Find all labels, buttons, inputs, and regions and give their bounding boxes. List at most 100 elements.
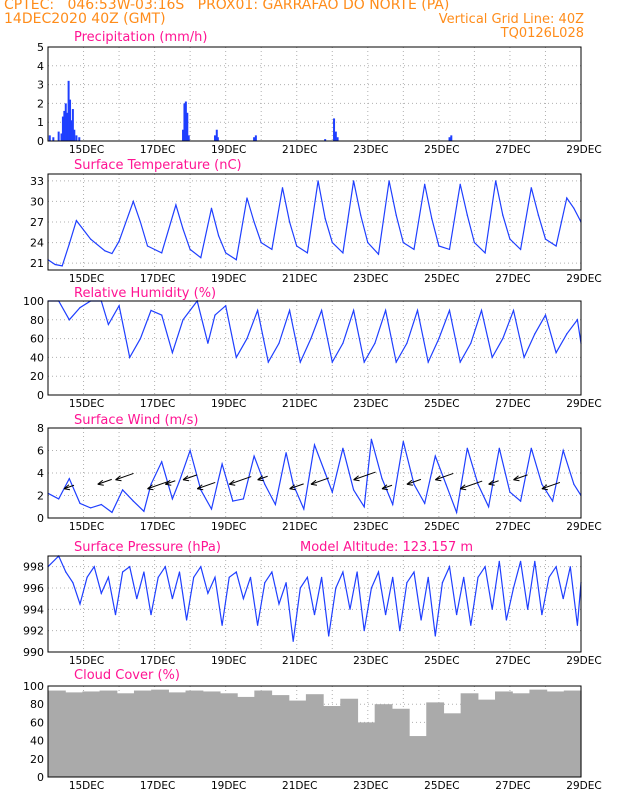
wind-vector-head — [459, 484, 467, 491]
temperature-point — [495, 180, 497, 182]
pressure-point — [463, 576, 465, 578]
temperature-panel: 21 24 27 30 33 15DEC 17DEC 19DEC 21DEC 23DEC 25DEC… — [30, 158, 602, 285]
model-altitude-label: Model Altitude: 123.157 m — [300, 540, 473, 555]
cloud-bar — [460, 693, 479, 777]
pressure-point — [342, 571, 344, 573]
pressure-point — [292, 640, 294, 642]
y-tick-label: 20 — [30, 370, 44, 383]
humidity-point — [416, 309, 419, 311]
precip-bar — [334, 131, 337, 141]
humidity-point — [566, 333, 568, 335]
wind-vector — [165, 480, 176, 485]
x-tick-label: 27DEC — [495, 655, 530, 667]
precip-bar — [70, 120, 73, 141]
pressure-point — [456, 614, 458, 616]
temperature-point — [271, 248, 273, 251]
cloud-bar — [426, 702, 445, 777]
wind-vector-head — [435, 475, 442, 482]
x-tick-label: 17DEC — [140, 521, 175, 533]
pressure-point — [136, 598, 138, 600]
wind-point — [232, 500, 234, 502]
humidity-point — [189, 309, 191, 311]
pressure-point — [527, 608, 529, 610]
temperature-point — [438, 245, 440, 247]
humidity-point — [257, 309, 259, 311]
y-tick-label: 1 — [37, 116, 44, 129]
pressure-point — [399, 630, 401, 632]
humidity-point — [161, 314, 163, 316]
cloud-bar — [563, 690, 582, 777]
pressure-point — [569, 566, 571, 568]
temperature-point — [352, 180, 355, 182]
humidity-point — [512, 309, 515, 311]
temperature-point — [281, 187, 284, 189]
header-model-id: TQ0126L028 — [500, 26, 584, 41]
temperature-point — [448, 248, 451, 251]
temperature-point — [431, 217, 433, 220]
cloud-bar — [219, 693, 238, 777]
wind-vector — [63, 484, 75, 490]
pressure-point — [534, 560, 536, 562]
pressure-point — [285, 582, 287, 584]
cloud-bar — [202, 691, 221, 777]
wind-vector — [182, 474, 198, 481]
y-tick-label: 4 — [37, 467, 44, 480]
precip-title: Precipitation (mm/h) — [74, 30, 207, 45]
temperature-point — [342, 252, 344, 254]
humidity-panel: 0 20 40 60 80 100 15DEC 17DEC 19DEC 21DEC 23DEC 25D… — [23, 286, 602, 410]
precip-bar — [67, 80, 70, 141]
x-tick-label: 19DEC — [211, 780, 246, 792]
humidity-point — [331, 361, 333, 363]
pressure-point — [448, 566, 451, 568]
x-tick-label: 27DEC — [495, 273, 530, 285]
x-tick-label: 15DEC — [69, 521, 104, 533]
pressure-point — [384, 614, 387, 616]
humidity-point — [107, 323, 110, 326]
pressure-title: Surface Pressure (hPa) — [74, 540, 221, 555]
y-tick-label: 20 — [30, 753, 44, 766]
y-tick-label: 6 — [37, 445, 44, 458]
cloud-bar — [477, 699, 496, 777]
wind-point — [363, 506, 365, 508]
cloud-bar — [65, 692, 83, 777]
y-tick-label: 100 — [23, 680, 44, 693]
wind-point — [285, 452, 287, 454]
wind-point — [551, 500, 554, 502]
wind-vector — [229, 476, 252, 485]
temperature-point — [413, 248, 415, 251]
x-tick-label: 21DEC — [282, 273, 317, 285]
temperature-point — [182, 228, 184, 230]
precip-bar — [61, 116, 64, 141]
humidity-point — [459, 361, 461, 363]
cloud-bar — [357, 722, 376, 777]
humidity-point — [502, 338, 504, 340]
cloud-bar — [48, 690, 66, 777]
cloud-bar — [512, 693, 531, 777]
x-tick-label: 23DEC — [353, 521, 388, 533]
x-tick-label: 21DEC — [282, 398, 317, 410]
wind-point — [90, 507, 92, 509]
temperature-point — [306, 252, 308, 254]
humidity-point — [278, 342, 280, 344]
x-tick-label: 15DEC — [69, 655, 104, 667]
x-tick-label: 27DEC — [495, 521, 530, 533]
x-tick-label: 15DEC — [69, 398, 104, 410]
humidity-point — [395, 361, 397, 363]
temperature-point — [555, 245, 557, 247]
x-tick-label: 23DEC — [353, 780, 388, 792]
x-tick-label: 23DEC — [353, 273, 388, 285]
temperature-point — [189, 248, 191, 251]
humidity-point — [299, 361, 301, 363]
x-tick-label: 19DEC — [211, 655, 246, 667]
temperature-point — [317, 180, 319, 182]
cloud-bar — [546, 691, 565, 777]
pressure-point — [512, 587, 515, 589]
cloud-bar — [391, 708, 410, 777]
humidity-point — [534, 333, 536, 335]
pressure-point — [562, 598, 564, 600]
cloud-frame — [47, 685, 582, 778]
pressure-point — [157, 576, 159, 578]
wind-vector — [310, 477, 330, 485]
precip-bar — [78, 137, 81, 141]
